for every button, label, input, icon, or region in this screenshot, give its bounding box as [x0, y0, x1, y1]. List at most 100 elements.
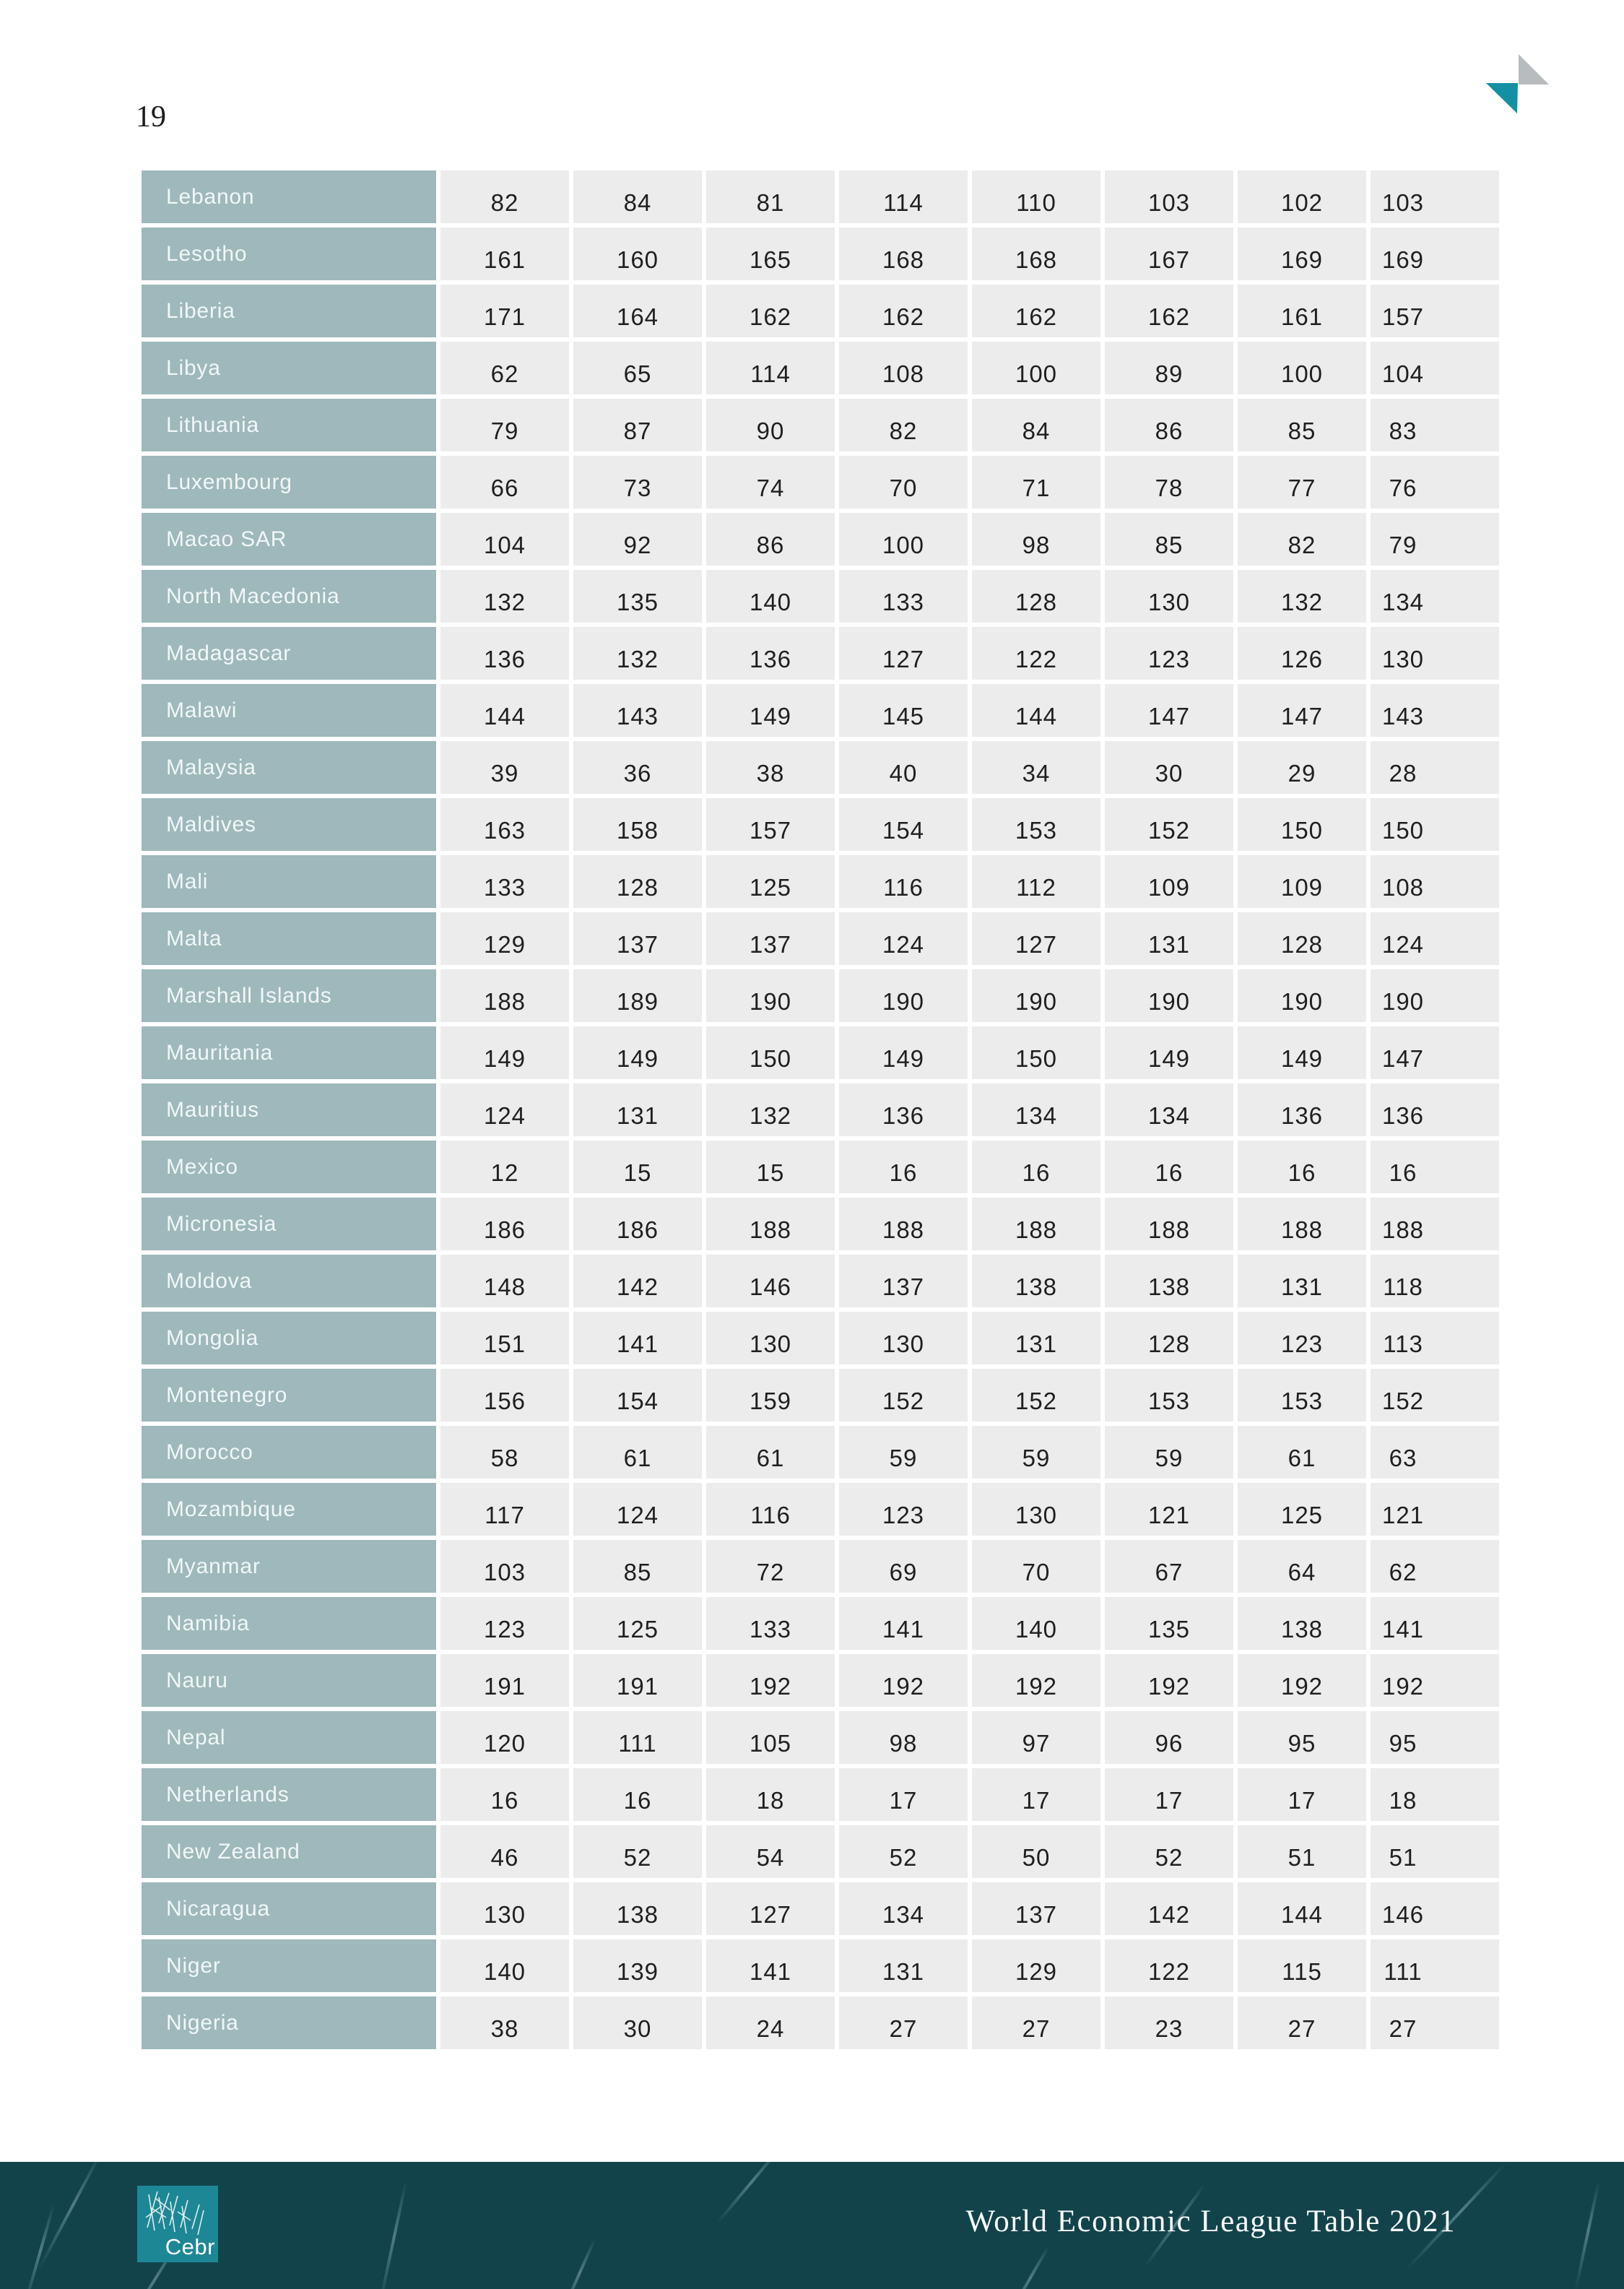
country-cell: Micronesia: [142, 1198, 436, 1250]
rank-cell: 150: [972, 1026, 1100, 1079]
rank-cell: 121: [1105, 1483, 1233, 1536]
rank-cell: 121: [1371, 1483, 1499, 1536]
rank-cell: 141: [573, 1312, 702, 1364]
rank-cell: 100: [839, 513, 968, 566]
rank-cell: 117: [440, 1483, 569, 1536]
rank-cell: 157: [706, 798, 835, 851]
table-row: Liberia 171 164 162 162 162 162 161 157: [142, 285, 1499, 337]
rank-cell: 104: [440, 513, 569, 566]
rank-cell: 17: [839, 1768, 968, 1821]
rank-cell: 136: [1371, 1083, 1499, 1136]
table-row: Madagascar 136 132 136 127 122 123 126 130: [142, 627, 1499, 680]
rank-cell: 162: [1105, 285, 1233, 337]
country-cell: Mexico: [142, 1141, 436, 1193]
country-cell: Mali: [142, 855, 436, 908]
cebr-logo: Cebr: [137, 2186, 218, 2262]
country-cell: Nepal: [142, 1711, 436, 1764]
rank-cell: 85: [1238, 399, 1366, 451]
rank-cell: 162: [839, 285, 968, 337]
rank-cell: 116: [839, 855, 968, 908]
rank-cell: 16: [1105, 1141, 1233, 1193]
rank-cell: 96: [1105, 1711, 1233, 1764]
rank-cell: 111: [1371, 1939, 1499, 1992]
rank-cell: 149: [839, 1026, 968, 1079]
rank-cell: 124: [839, 912, 968, 965]
rank-cell: 50: [972, 1825, 1100, 1878]
rank-cell: 116: [706, 1483, 835, 1536]
rank-cell: 123: [1238, 1312, 1366, 1364]
rank-cell: 18: [1371, 1768, 1499, 1821]
country-cell: Nauru: [142, 1654, 436, 1707]
rank-cell: 192: [706, 1654, 835, 1707]
table-row: Marshall Islands 188 189 190 190 190 190 190 190: [142, 969, 1499, 1022]
rank-cell: 73: [573, 456, 702, 509]
rank-cell: 40: [839, 741, 968, 794]
rank-cell: 134: [1371, 570, 1499, 623]
rank-cell: 36: [573, 741, 702, 794]
rank-cell: 98: [839, 1711, 968, 1764]
rank-cell: 70: [839, 456, 968, 509]
rank-cell: 86: [706, 513, 835, 566]
rank-cell: 127: [839, 627, 968, 680]
rank-cell: 140: [706, 570, 835, 623]
rank-cell: 142: [573, 1255, 702, 1307]
rank-cell: 137: [573, 912, 702, 965]
table-row: Mali 133 128 125 116 112 109 109 108: [142, 855, 1499, 908]
rank-cell: 23: [1105, 1996, 1233, 2049]
rank-cell: 27: [839, 1996, 968, 2049]
page-number: 19: [136, 100, 166, 134]
rank-cell: 192: [1238, 1654, 1366, 1707]
rank-cell: 190: [706, 969, 835, 1022]
league-table: Lebanon 82 84 81 114 110 103 102 103 Lesotho 161 16…: [142, 170, 1499, 2054]
rank-cell: 108: [839, 342, 968, 394]
rank-cell: 127: [972, 912, 1100, 965]
rank-cell: 153: [1238, 1369, 1366, 1422]
country-cell: Mozambique: [142, 1483, 436, 1536]
country-cell: Liberia: [142, 285, 436, 337]
country-cell: Namibia: [142, 1597, 436, 1650]
rank-cell: 16: [972, 1141, 1100, 1193]
rank-cell: 28: [1371, 741, 1499, 794]
rank-cell: 109: [1105, 855, 1233, 908]
rank-cell: 118: [1371, 1255, 1499, 1307]
rank-cell: 131: [1238, 1255, 1366, 1307]
footer-title: World Economic League Table 2021: [965, 2204, 1456, 2238]
country-cell: Nigeria: [142, 1996, 436, 2049]
rank-cell: 104: [1371, 342, 1499, 394]
rank-cell: 103: [1371, 170, 1499, 223]
table-row: Mauritius 124 131 132 136 134 134 136 136: [142, 1083, 1499, 1136]
rank-cell: 86: [1105, 399, 1233, 451]
rank-cell: 63: [1371, 1426, 1499, 1479]
rank-cell: 58: [440, 1426, 569, 1479]
rank-cell: 72: [706, 1540, 835, 1593]
rank-cell: 77: [1238, 456, 1366, 509]
rank-cell: 192: [1371, 1654, 1499, 1707]
country-cell: Marshall Islands: [142, 969, 436, 1022]
rank-cell: 141: [839, 1597, 968, 1650]
rank-cell: 130: [706, 1312, 835, 1364]
rank-cell: 152: [1105, 798, 1233, 851]
rank-cell: 139: [573, 1939, 702, 1992]
rank-cell: 132: [573, 627, 702, 680]
rank-cell: 120: [440, 1711, 569, 1764]
rank-cell: 149: [706, 684, 835, 737]
rank-cell: 188: [1105, 1198, 1233, 1250]
rank-cell: 188: [972, 1198, 1100, 1250]
rank-cell: 129: [972, 1939, 1100, 1992]
table-row: Nicaragua 130 138 127 134 137 142 144 146: [142, 1882, 1499, 1935]
country-cell: Mauritius: [142, 1083, 436, 1136]
country-cell: Montenegro: [142, 1369, 436, 1422]
rank-cell: 59: [1105, 1426, 1233, 1479]
rank-cell: 114: [706, 342, 835, 394]
rank-cell: 76: [1371, 456, 1499, 509]
rank-cell: 100: [972, 342, 1100, 394]
rank-cell: 126: [1238, 627, 1366, 680]
rank-cell: 138: [1238, 1597, 1366, 1650]
rank-cell: 152: [1371, 1369, 1499, 1422]
rank-cell: 134: [972, 1083, 1100, 1136]
rank-cell: 138: [573, 1882, 702, 1935]
rank-cell: 149: [440, 1026, 569, 1079]
table-row: Nigeria 38 30 24 27 27 23 27 27: [142, 1996, 1499, 2049]
country-cell: Malawi: [142, 684, 436, 737]
table-row: Mauritania 149 149 150 149 150 149 149 147: [142, 1026, 1499, 1079]
